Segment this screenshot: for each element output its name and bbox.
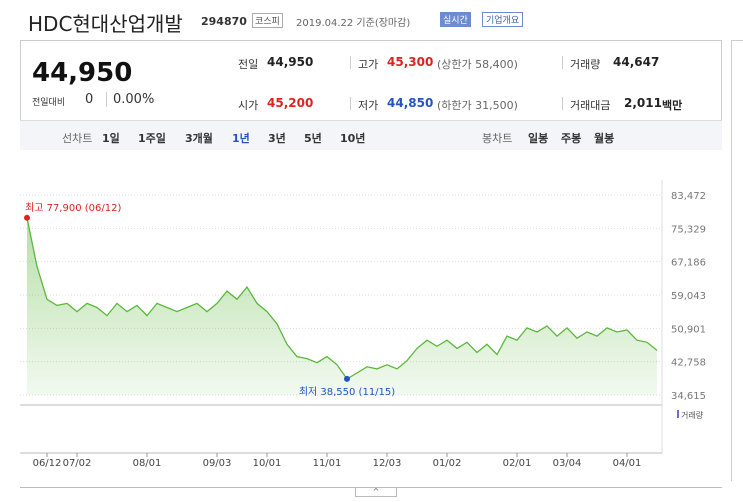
low-label: 최저 38,550 (11/15) bbox=[299, 386, 395, 398]
summary-value: 45,300 bbox=[387, 55, 434, 69]
market: 코스피 bbox=[252, 13, 283, 28]
tab[interactable]: 일봉 bbox=[528, 132, 549, 145]
line bbox=[26, 217, 658, 380]
y-tick-label: 50,901 bbox=[671, 324, 706, 335]
title: HDC현대산업개발 bbox=[28, 12, 183, 36]
x-tick-label: 03/04 bbox=[553, 458, 582, 469]
summary-value: 2,011 bbox=[624, 96, 662, 110]
x-tick-label: 11/01 bbox=[313, 458, 342, 469]
high-marker bbox=[24, 214, 30, 221]
low-marker bbox=[344, 375, 350, 382]
x-tick-label: 04/01 bbox=[613, 458, 642, 469]
overview-button[interactable]: 기업개요 bbox=[482, 12, 524, 27]
x-tick-label: 10/01 bbox=[253, 458, 282, 469]
divider bbox=[350, 56, 351, 69]
high-label: 최고 77,900 (06/12) bbox=[25, 202, 121, 214]
change-rate: 0.00% bbox=[106, 92, 154, 107]
tab[interactable]: 1일 bbox=[102, 132, 120, 145]
tab[interactable]: 3개월 bbox=[185, 132, 213, 145]
y-tick-label: 83,472 bbox=[671, 191, 706, 202]
tab-label: 봉차트 bbox=[482, 132, 513, 145]
tab-label: 선차트 bbox=[62, 132, 93, 145]
badge[interactable]: 실시간 bbox=[440, 12, 471, 27]
tab[interactable]: 1년 bbox=[232, 132, 250, 145]
divider bbox=[350, 97, 351, 110]
chart: 34,615 42,758 50,901 59,043 67,186 75,329 83,4… bbox=[20, 180, 706, 469]
x-tick-label: 07/02 bbox=[63, 458, 92, 469]
x-tick-label: 09/03 bbox=[203, 458, 232, 469]
x-tick-label: 01/02 bbox=[433, 458, 462, 469]
x-tick-label: 06/12 bbox=[33, 458, 62, 469]
summary-value: 44,950 bbox=[267, 55, 314, 69]
y-tick-label: 75,329 bbox=[671, 224, 706, 235]
summary-label: 전일 bbox=[238, 58, 259, 71]
summary-label: 저가 bbox=[358, 99, 379, 112]
tab[interactable]: 3년 bbox=[268, 132, 286, 145]
price-area bbox=[21, 41, 224, 120]
summary-note: (하한가 31,500) bbox=[437, 99, 518, 112]
tab[interactable]: 월봉 bbox=[594, 132, 615, 145]
summary-label: 시가 bbox=[238, 99, 259, 112]
tab[interactable]: 주봉 bbox=[561, 132, 582, 145]
y-tick-label: 42,758 bbox=[671, 358, 706, 369]
divider bbox=[562, 56, 563, 69]
side-panel bbox=[731, 40, 743, 481]
code: 294870 bbox=[201, 15, 247, 28]
bottom-line bbox=[20, 487, 722, 488]
summary-value: 44,647 bbox=[613, 55, 660, 69]
date: 2019.04.22 기준(장마감) bbox=[296, 18, 411, 29]
summary-value: 45,200 bbox=[267, 96, 314, 110]
summary-label: 거래대금 bbox=[570, 99, 611, 112]
x-tick-label: 08/01 bbox=[133, 458, 162, 469]
change: 0 bbox=[85, 92, 94, 107]
volume-legend: 거래량 bbox=[681, 410, 704, 420]
tab[interactable]: 5년 bbox=[304, 132, 322, 145]
summary-note: 백만 bbox=[662, 99, 683, 112]
y-tick-label: 67,186 bbox=[671, 258, 706, 269]
change-label: 전일대비 bbox=[32, 98, 66, 108]
collapse-button[interactable]: ^ bbox=[355, 487, 397, 497]
x-tick-label: 12/03 bbox=[373, 458, 402, 469]
divider bbox=[562, 97, 563, 110]
tab[interactable]: 10년 bbox=[340, 132, 366, 145]
tab[interactable]: 1주일 bbox=[138, 132, 166, 145]
summary-label: 거래량 bbox=[570, 58, 601, 71]
x-tick-label: 02/01 bbox=[503, 458, 532, 469]
summary-note: (상한가 58,400) bbox=[437, 58, 518, 71]
y-tick-label: 34,615 bbox=[671, 391, 706, 402]
volume-legend-swatch bbox=[677, 410, 679, 418]
tab-bar bbox=[20, 120, 722, 150]
y-tick-label: 59,043 bbox=[671, 291, 706, 302]
summary-value: 44,850 bbox=[387, 96, 434, 110]
current-price: 44,950 bbox=[32, 58, 133, 88]
summary-label: 고가 bbox=[358, 58, 379, 71]
